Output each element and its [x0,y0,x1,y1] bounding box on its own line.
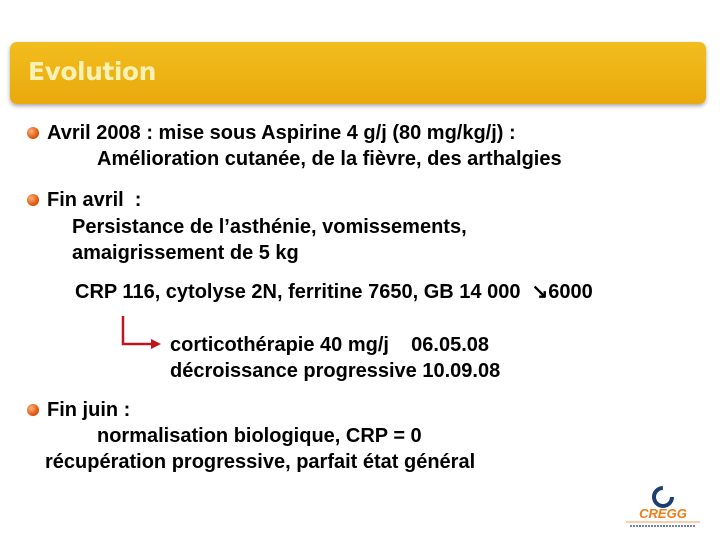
item-2-line-3: amaigrissement de 5 kg [72,242,299,264]
arrow-icon [121,316,161,349]
item-2-line-2: Persistance de l’asthénie, vomissements, [72,216,467,238]
bullet-icon [27,194,39,206]
slide-title: Evolution [28,57,156,86]
svg-text:CREGG: CREGG [639,506,687,521]
treatment-line-1: corticothérapie 40 mg/j 06.05.08 [170,334,490,356]
item-3-line-2: normalisation biologique, CRP = 0 [97,425,422,447]
item-3-line-1: Fin juin : [47,399,131,421]
item-1-line-2: Amélioration cutanée, de la fièvre, des … [97,148,562,170]
item-2-line-1: Fin avril : [47,189,142,211]
bullet-icon [27,127,39,139]
item-1-line-1: Avril 2008 : mise sous Aspirine 4 g/j (8… [47,122,516,144]
cregg-logo: CREGG [626,486,700,527]
item-3-line-3: récupération progressive, parfait état g… [45,451,476,473]
bullet-icon [27,404,39,416]
title-bar: Evolution [10,42,706,104]
lab-results: CRP 116, cytolyse 2N, ferritine 7650, GB… [75,281,593,303]
treatment-line-2: décroissance progressive 10.09.08 [170,360,501,382]
